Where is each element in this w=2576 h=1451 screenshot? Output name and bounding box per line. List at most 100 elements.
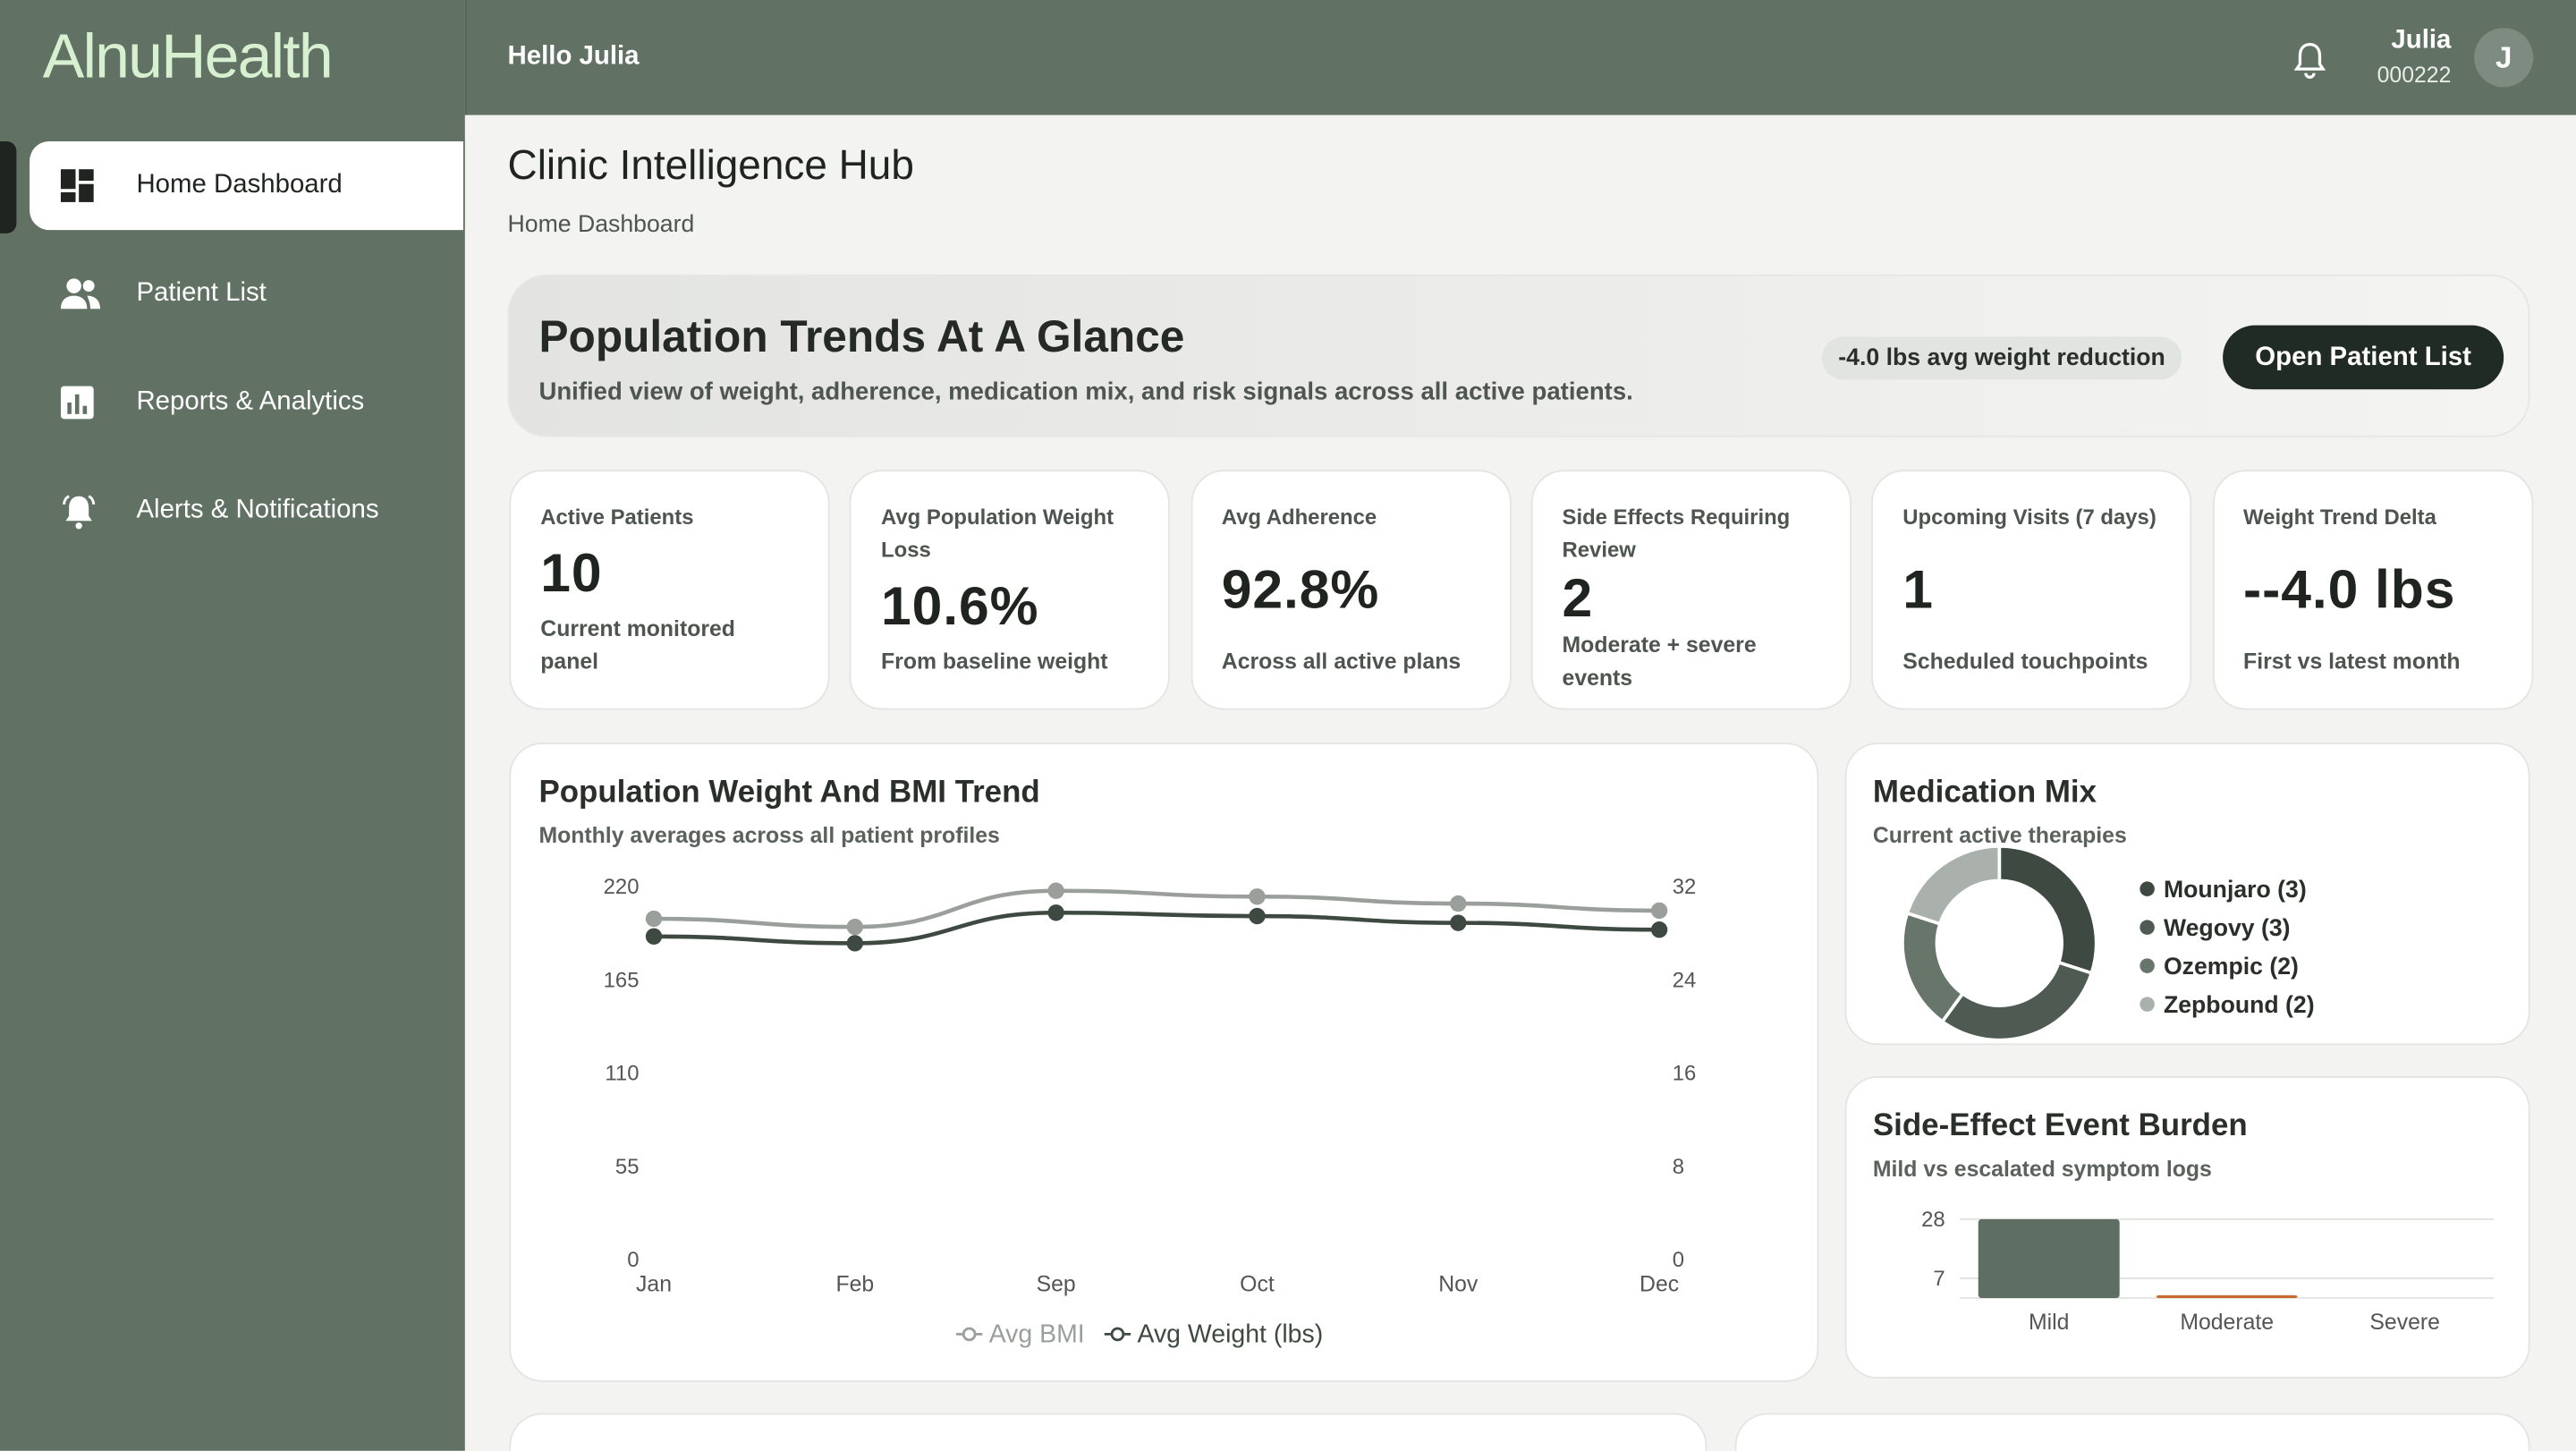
legend-label: Zepbound (2) <box>2164 991 2315 1018</box>
chart-title: Side-Effect Event Burden <box>1872 1108 2248 1144</box>
kpi-value: 10 <box>540 542 603 604</box>
line-chart: 0 55 110 165 220 0 8 16 24 32 Jan Feb Sep Oct Nov Dec Av… <box>604 875 1697 1349</box>
pie-chart: Mounjaro (3) Wegovy (3) Ozempic (2) Zepboun… <box>1901 844 2315 1042</box>
chart-subtitle: Monthly averages across all patient prof… <box>538 823 1000 848</box>
legend-marker <box>1110 1327 1125 1342</box>
breadcrumb: Home Dashboard <box>507 211 695 239</box>
card <box>509 1413 1707 1451</box>
x-tick-label: Severe <box>2369 1311 2440 1335</box>
kpi-value: 92.8% <box>1221 558 1380 620</box>
pie-slice <box>1997 844 2098 976</box>
kpi-value: 1 <box>1902 558 1934 620</box>
kpi-value: --4.0 lbs <box>2243 558 2456 620</box>
kpi-card: Upcoming Visits (7 days) 1 Scheduled touch… <box>1871 470 2192 710</box>
data-point <box>1450 895 1467 912</box>
data-point <box>1650 902 1668 920</box>
data-point <box>1450 914 1467 931</box>
data-point <box>1047 882 1064 899</box>
kpi-label: Active Patients <box>540 504 694 530</box>
kpi-note: From baseline weight <box>881 649 1108 675</box>
data-point <box>846 918 864 936</box>
y2-tick-label: 8 <box>1673 1155 1684 1179</box>
legend-marker <box>2140 997 2155 1012</box>
nav-icon <box>63 495 96 530</box>
nav-label: Alerts & Notifications <box>136 496 379 524</box>
pie-slice <box>1904 844 2002 927</box>
sidebar: AlnuHealth Home Dashboard Patient List R… <box>0 0 465 1451</box>
kpi-card: Avg Adherence 92.8% Across all active plan… <box>1190 470 1512 710</box>
y-tick-label: 220 <box>604 875 640 899</box>
pie-slice <box>1940 960 2094 1042</box>
legend-marker <box>2140 920 2155 935</box>
notification-bell[interactable] <box>2292 39 2327 79</box>
chart-title: Population Weight And BMI Trend <box>538 775 1040 810</box>
kpi-label: Avg Population Weight Loss <box>881 504 1114 563</box>
data-point <box>645 928 663 945</box>
kpi-label: Upcoming Visits (7 days) <box>1902 504 2157 530</box>
banner: Population Trends At A Glance Unified vi… <box>507 274 2530 437</box>
user-name: Julia <box>2391 26 2452 55</box>
kpi-label: Avg Adherence <box>1221 504 1377 530</box>
kpi-card: Avg Population Weight Loss 10.6% From base… <box>850 470 1171 710</box>
bar-chart-card: Side-Effect Event Burden Mild vs escalat… <box>1844 1076 2530 1379</box>
x-tick-label: Dec <box>1640 1273 1679 1297</box>
chart-subtitle: Mild vs escalated symptom logs <box>1872 1157 2212 1182</box>
kpi-card: Side Effects Requiring Review 2 Moderate +… <box>1530 470 1852 710</box>
kpi-card: Active Patients 10 Current monitored panel <box>509 470 830 710</box>
avatar[interactable]: J <box>2474 28 2534 88</box>
nav-item[interactable]: Patient List <box>30 250 463 338</box>
kpi-note: Scheduled touchpoints <box>1902 649 2148 675</box>
chart-title: Medication Mix <box>1872 775 2097 810</box>
nav-icon <box>60 169 94 202</box>
legend-label: Wegovy (3) <box>2164 914 2291 941</box>
y-tick-label: 110 <box>605 1062 639 1086</box>
y-tick-label: 0 <box>627 1248 639 1272</box>
banner-title: Population Trends At A Glance <box>538 311 1185 362</box>
pie-slice <box>1901 911 1965 1024</box>
data-point <box>1650 921 1668 938</box>
top-bar: Hello Julia Julia 000222 J <box>464 0 2576 115</box>
x-tick-label: Jan <box>636 1273 672 1297</box>
y2-tick-label: 16 <box>1673 1062 1697 1086</box>
brand-logo[interactable]: AlnuHealth <box>42 22 334 92</box>
data-point <box>1249 888 1266 905</box>
bar <box>2156 1294 2298 1299</box>
y2-tick-label: 0 <box>1673 1248 1684 1272</box>
open-patient-list-button[interactable]: Open Patient List <box>2223 325 2504 390</box>
nav-item[interactable]: Reports & Analytics <box>30 358 463 446</box>
legend-label: Avg Weight (lbs) <box>1138 1320 1324 1349</box>
data-point <box>846 935 864 952</box>
nav-item[interactable]: Home Dashboard <box>30 140 463 231</box>
legend-label: Mounjaro (3) <box>2164 876 2307 903</box>
kpi-label: Weight Trend Delta <box>2243 504 2436 530</box>
kpi-note: Moderate + severe events <box>1562 632 1757 691</box>
y-tick-label: 165 <box>604 968 640 992</box>
x-tick-label: Sep <box>1037 1273 1076 1297</box>
series-line <box>654 888 1660 929</box>
kpi-note: Across all active plans <box>1221 649 1462 675</box>
badge: -4.0 lbs avg weight reduction <box>1821 336 2182 380</box>
x-tick-label: Moderate <box>2180 1311 2274 1335</box>
kpi-note: First vs latest month <box>2243 649 2461 675</box>
data-point <box>1047 904 1064 921</box>
nav-item[interactable]: Alerts & Notifications <box>30 467 463 556</box>
line-chart-card: Population Weight And BMI Trend Monthly … <box>509 742 1819 1382</box>
kpi-value: 2 <box>1562 566 1594 628</box>
y2-tick-label: 32 <box>1673 875 1697 899</box>
y-tick-label: 55 <box>615 1155 640 1179</box>
chart-subtitle: Current active therapies <box>1872 823 2127 848</box>
x-tick-label: Oct <box>1240 1273 1275 1297</box>
y-tick-label: 7 <box>1933 1267 1945 1291</box>
series-line <box>654 910 1660 946</box>
kpi-label: Side Effects Requiring Review <box>1562 504 1791 563</box>
bar <box>1978 1218 2120 1299</box>
legend-marker <box>2140 958 2155 973</box>
x-tick-label: Mild <box>2029 1311 2069 1335</box>
data-point <box>645 910 663 928</box>
kpi-value: 10.6% <box>881 574 1039 636</box>
x-tick-label: Feb <box>835 1273 874 1297</box>
nav-label: Reports & Analytics <box>136 387 365 416</box>
legend-label: Avg BMI <box>989 1320 1085 1349</box>
user-id: 000222 <box>2377 62 2452 88</box>
